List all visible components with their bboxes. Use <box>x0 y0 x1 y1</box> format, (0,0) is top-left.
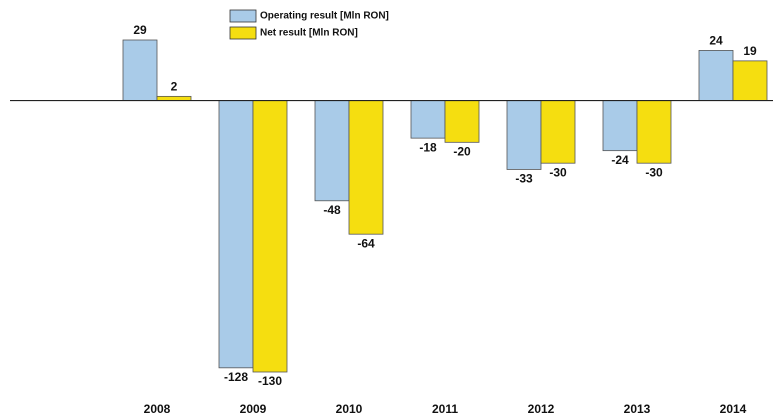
x-tick-label: 2010 <box>336 402 363 416</box>
value-label: 29 <box>133 23 147 37</box>
value-label: -20 <box>453 144 471 158</box>
value-label: -48 <box>323 203 341 217</box>
value-label: -130 <box>258 374 282 388</box>
bar <box>732 60 768 101</box>
value-label: 2 <box>171 80 178 94</box>
x-tick-label: 2011 <box>432 402 458 416</box>
legend-label: Net result [Mln RON] <box>260 28 358 39</box>
x-tick-label: 2012 <box>528 402 555 416</box>
legend-swatch <box>229 9 257 23</box>
x-tick-label: 2009 <box>240 402 267 416</box>
bar <box>156 95 192 101</box>
value-label: -30 <box>645 165 663 179</box>
bar <box>410 100 446 139</box>
x-tick-label: 2013 <box>624 402 651 416</box>
value-label: 19 <box>743 44 757 58</box>
bar <box>218 100 254 369</box>
bar <box>602 100 638 152</box>
value-label: 24 <box>709 34 723 48</box>
bar <box>698 50 734 101</box>
value-label: -30 <box>549 165 567 179</box>
value-label: -33 <box>515 172 533 186</box>
bar <box>252 100 288 373</box>
bar <box>444 100 480 143</box>
legend-label: Operating result [Mln RON] <box>260 11 389 22</box>
x-tick-label: 2014 <box>720 402 747 416</box>
bar <box>540 100 576 164</box>
value-label: -64 <box>357 236 375 250</box>
value-label: -18 <box>419 140 437 154</box>
value-label: -128 <box>224 370 248 384</box>
bar <box>636 100 672 164</box>
bar <box>122 39 158 101</box>
bar <box>506 100 542 170</box>
x-tick-label: 2008 <box>144 402 171 416</box>
value-label: -24 <box>611 153 629 167</box>
bar <box>348 100 384 235</box>
bar <box>314 100 350 202</box>
legend-swatch <box>229 26 257 40</box>
